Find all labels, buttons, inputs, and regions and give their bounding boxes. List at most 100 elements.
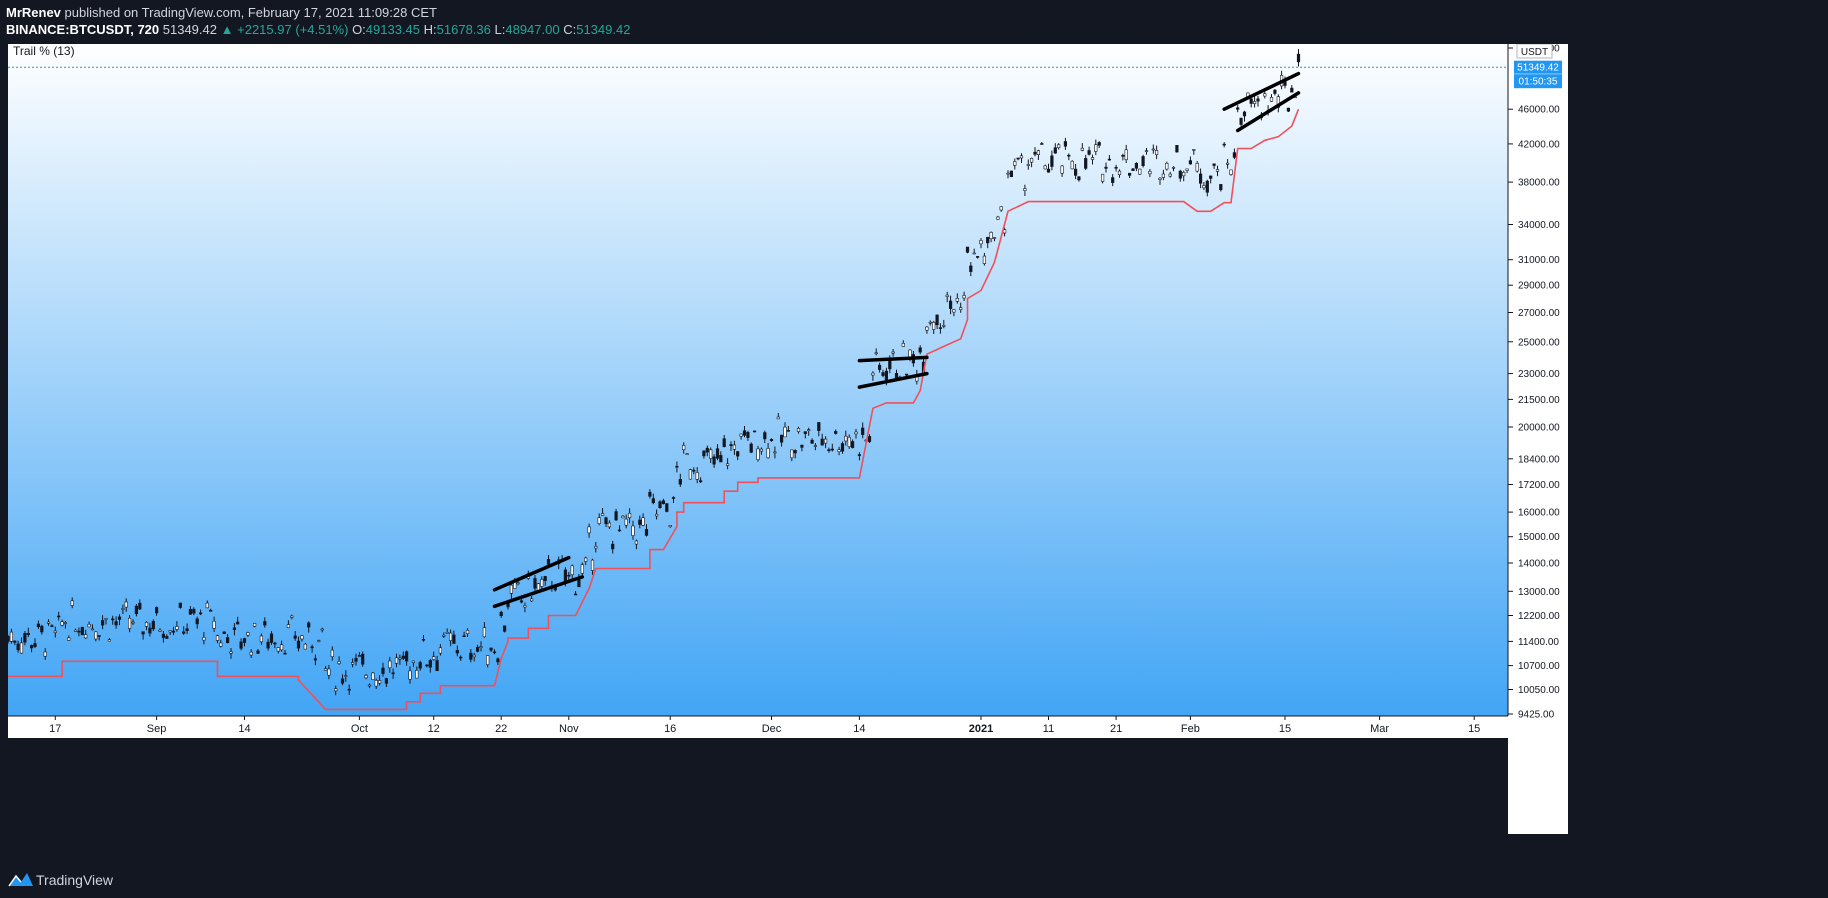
candle-body [16, 643, 20, 651]
time-tick-label: Oct [351, 723, 368, 735]
symbol-label[interactable]: BINANCE:BTCUSDT, 720 [6, 22, 160, 37]
candle-body [1050, 155, 1054, 167]
candle-body [1019, 155, 1024, 159]
author-name[interactable]: MrRenev [6, 5, 61, 20]
candle-body [1242, 111, 1247, 117]
channel-line-upper [492, 555, 571, 592]
candle-body [354, 657, 358, 662]
candle-body [1178, 170, 1182, 179]
last-price-badge-text: 51349.42 [1517, 63, 1559, 74]
candle-body [67, 637, 71, 641]
candle-body [87, 623, 91, 628]
candle-body [614, 511, 618, 521]
candle-body [374, 680, 378, 687]
currency-badge[interactable] [1516, 44, 1553, 59]
candle-body [587, 526, 591, 534]
candle-body [1117, 170, 1122, 175]
time-axis[interactable] [8, 716, 1508, 738]
plot-area[interactable] [8, 44, 1508, 716]
candle-body [982, 255, 986, 264]
candle-body [178, 602, 182, 608]
time-tick-label: 16 [664, 723, 676, 735]
candle-body [1182, 172, 1186, 177]
candle-body [1053, 147, 1057, 154]
candle-body [1253, 101, 1257, 105]
price-tick-label: 34000.00 [1518, 220, 1560, 231]
candle-body [209, 609, 213, 612]
candle-body [1074, 168, 1078, 176]
candle-body [830, 448, 834, 451]
indicator-label[interactable]: Trail % (13) [13, 44, 75, 58]
candle-body [1131, 168, 1135, 171]
up-arrow-icon: ▲ [220, 22, 234, 37]
candle-body [803, 431, 807, 434]
candle-body [1155, 150, 1159, 156]
price-axis-ticks: 54000.0046000.0042000.0038000.0034000.00… [1508, 44, 1560, 721]
price-chart[interactable]: Trail % (13) 54000.0046000.0042000.00380… [8, 44, 1758, 834]
candle-body [330, 649, 334, 657]
candle-body [986, 237, 990, 244]
close-label: C: [563, 22, 577, 37]
candle-body [1212, 163, 1216, 166]
candle-body [472, 654, 476, 658]
candle-body [1134, 163, 1138, 169]
candle-body [1104, 166, 1108, 169]
candle-body [715, 448, 720, 459]
candle-body [1296, 53, 1301, 63]
candle-body [246, 632, 250, 636]
footer-brand[interactable]: TradingView [36, 872, 114, 888]
candle-body [1171, 167, 1176, 169]
countdown-text: 01:50:35 [1519, 77, 1558, 88]
price-tick-label: 46000.00 [1518, 105, 1560, 116]
close-value: 51349.42 [576, 22, 631, 37]
candle-body [763, 432, 767, 440]
channel-line-upper [857, 355, 929, 363]
candle-body [344, 675, 348, 677]
last-price-badge [1514, 60, 1562, 74]
candle-body [692, 469, 696, 472]
candle-body [942, 325, 946, 327]
candle-body [1276, 96, 1280, 108]
candle-body [465, 630, 470, 635]
candle-body [790, 449, 794, 459]
candle-body [141, 631, 145, 635]
candle-body [1286, 107, 1290, 112]
candle-body [759, 448, 763, 452]
tradingview-logo-icon[interactable] [8, 870, 34, 890]
price-axis[interactable] [1508, 44, 1568, 834]
candle-body [401, 655, 405, 659]
candle-body [854, 431, 858, 435]
candle-body [567, 574, 571, 577]
candle-body [739, 433, 743, 437]
trail-line [8, 108, 1300, 711]
candle-body [840, 443, 845, 452]
candle-body [33, 643, 37, 647]
candle-body [725, 463, 730, 466]
candle-body [459, 656, 463, 659]
candle-body [185, 628, 189, 631]
price-tick-label: 9425.00 [1518, 710, 1555, 721]
candle-body [827, 449, 831, 452]
candle-body [877, 364, 882, 370]
candle-body [134, 605, 138, 615]
candle-body [357, 655, 362, 657]
candle-body [999, 206, 1003, 211]
time-tick-label: Feb [1181, 723, 1200, 735]
candle-body [273, 642, 277, 645]
candle-body [249, 651, 253, 656]
price-tick-label: 12200.00 [1518, 611, 1560, 622]
price-tick-label: 29000.00 [1518, 281, 1560, 292]
low-value: 48947.00 [505, 22, 560, 37]
candle-body [1067, 154, 1071, 157]
candle-body [597, 517, 601, 525]
candle-body [1269, 97, 1274, 102]
candle-body [965, 246, 970, 253]
candle-body [317, 640, 321, 642]
candle-body [749, 443, 753, 453]
candle-body [536, 583, 540, 591]
candle-body [23, 633, 27, 643]
candle-body [327, 668, 331, 676]
candle-body [533, 578, 537, 589]
candle-body [668, 524, 672, 527]
candle-body [364, 675, 368, 679]
